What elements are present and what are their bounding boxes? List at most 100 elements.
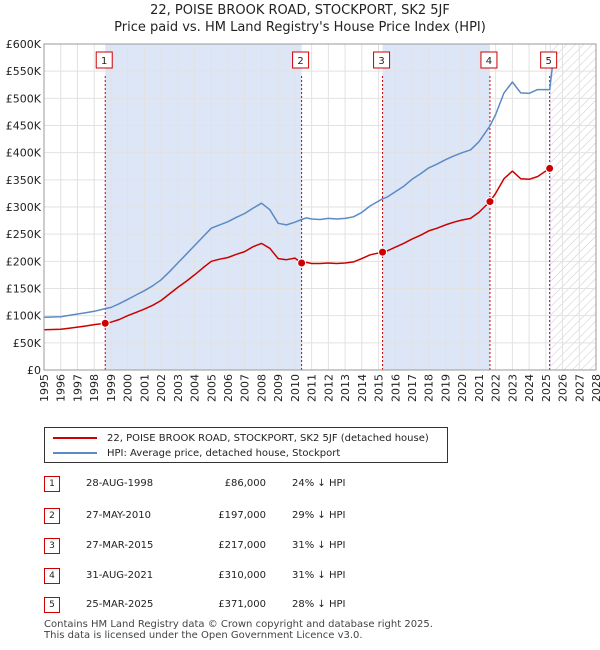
x-tick-label: 2028 xyxy=(590,374,600,402)
sale-marker-label: 1 xyxy=(101,56,107,67)
x-tick-label: 2018 xyxy=(423,374,436,402)
x-tick-label: 2014 xyxy=(356,374,369,402)
x-tick-label: 1999 xyxy=(105,374,118,402)
x-tick-label: 2023 xyxy=(506,374,519,402)
sale-price: £86,000 xyxy=(224,478,266,489)
sale-marker-label: 4 xyxy=(486,56,492,67)
sale-marker-label: 2 xyxy=(297,56,303,67)
x-tick-label: 2027 xyxy=(573,374,586,402)
x-tick-label: 2013 xyxy=(339,374,352,402)
x-tick-label: 2019 xyxy=(439,374,452,402)
x-tick-label: 2000 xyxy=(122,374,135,402)
x-tick-label: 2016 xyxy=(389,374,402,402)
y-tick-label: £500K xyxy=(6,92,42,105)
legend-label-property: 22, POISE BROOK ROAD, STOCKPORT, SK2 5JF… xyxy=(107,432,429,444)
sale-marker-box xyxy=(292,51,310,69)
y-tick-label: £300K xyxy=(6,201,42,214)
sale-marker-box xyxy=(95,51,113,69)
footer-attribution: Contains HM Land Registry data © Crown c… xyxy=(44,619,433,641)
sale-point xyxy=(485,197,495,207)
y-tick-label: £250K xyxy=(6,228,42,241)
x-tick-label: 2004 xyxy=(189,374,202,402)
x-tick-label: 2008 xyxy=(255,374,268,402)
hpi-series-line xyxy=(43,65,554,319)
y-tick-label: £600K xyxy=(6,38,42,51)
chart-subtitle: Price paid vs. HM Land Registry's House … xyxy=(114,20,486,35)
sale-date: 28-AUG-1998 xyxy=(86,478,154,489)
y-tick-label: £350K xyxy=(6,174,42,187)
x-tick-label: 2012 xyxy=(322,374,335,402)
x-tick-label: 1998 xyxy=(88,374,101,402)
x-tick-label: 2020 xyxy=(456,374,469,402)
sale-number-badge: 1 xyxy=(44,476,60,492)
x-tick-label: 2021 xyxy=(473,374,486,402)
sale-marker-label: 5 xyxy=(545,56,551,67)
x-tick-label: 2025 xyxy=(540,374,553,402)
sale-number-badge: 4 xyxy=(44,568,60,584)
sale-date: 25-MAR-2025 xyxy=(86,599,154,610)
x-tick-label: 2009 xyxy=(272,374,285,402)
sale-point xyxy=(545,163,555,173)
sale-date: 31-AUG-2021 xyxy=(86,570,154,581)
x-tick-label: 1997 xyxy=(71,374,84,402)
x-tick-label: 2005 xyxy=(205,374,218,402)
x-tick-label: 2002 xyxy=(155,374,168,402)
footer-license: This data is licensed under the Open Gov… xyxy=(44,630,363,641)
sale-row: 3 27-MAR-2015 £217,000 31% ↓ HPI xyxy=(0,536,600,556)
y-tick-label: £400K xyxy=(6,147,42,160)
sale-date: 27-MAR-2015 xyxy=(86,540,154,551)
legend-label-hpi: HPI: Average price, detached house, Stoc… xyxy=(107,447,341,459)
footer-copyright: Contains HM Land Registry data © Crown c… xyxy=(44,619,433,630)
x-tick-label: 2015 xyxy=(373,374,386,402)
x-tick-label: 2022 xyxy=(490,374,503,402)
sale-hpi-diff: 29% ↓ HPI xyxy=(292,510,346,521)
sale-row: 4 31-AUG-2021 £310,000 31% ↓ HPI xyxy=(0,566,600,586)
x-tick-label: 2011 xyxy=(306,374,319,402)
sale-number-badge: 5 xyxy=(44,597,60,613)
sale-row: 2 27-MAY-2010 £197,000 29% ↓ HPI xyxy=(0,506,600,526)
x-tick-label: 2026 xyxy=(557,374,570,402)
price-chart: £0 £50K £100K £150K £200K £250K £300K £350K £400… xyxy=(6,38,600,402)
legend-swatch-property xyxy=(53,437,97,439)
sale-row: 5 25-MAR-2025 £371,000 28% ↓ HPI xyxy=(0,595,600,615)
sale-hpi-diff: 31% ↓ HPI xyxy=(292,570,346,581)
sale-row: 1 28-AUG-1998 £86,000 24% ↓ HPI xyxy=(0,474,600,494)
sale-point xyxy=(100,318,110,328)
sale-marker-label: 3 xyxy=(378,56,384,67)
sale-price: £371,000 xyxy=(218,599,266,610)
y-tick-label: £0 xyxy=(27,364,41,377)
sale-price: £310,000 xyxy=(218,570,266,581)
legend-item-hpi: HPI: Average price, detached house, Stoc… xyxy=(53,446,340,460)
y-tick-label: £50K xyxy=(13,337,42,350)
y-tick-label: £100K xyxy=(6,310,42,323)
x-tick-label: 2007 xyxy=(239,374,252,402)
chart-title: 22, POISE BROOK ROAD, STOCKPORT, SK2 5JF xyxy=(150,3,450,18)
x-tick-label: 2017 xyxy=(406,374,419,402)
x-tick-label: 2001 xyxy=(138,374,151,402)
sale-hpi-diff: 28% ↓ HPI xyxy=(292,599,346,610)
y-tick-label: £550K xyxy=(6,65,42,78)
sale-point xyxy=(378,247,388,257)
legend-swatch-hpi xyxy=(53,452,97,454)
sale-marker-box xyxy=(480,51,498,69)
sale-number-badge: 2 xyxy=(44,508,60,524)
legend-item-property: 22, POISE BROOK ROAD, STOCKPORT, SK2 5JF… xyxy=(53,431,429,445)
sale-date: 27-MAY-2010 xyxy=(86,510,152,521)
x-tick-label: 2003 xyxy=(172,374,185,402)
sale-hpi-diff: 24% ↓ HPI xyxy=(292,478,346,489)
x-tick-label: 2006 xyxy=(222,374,235,402)
sale-marker-box xyxy=(373,51,391,69)
plot-border xyxy=(43,43,597,371)
sale-hpi-diff: 31% ↓ HPI xyxy=(292,540,346,551)
sale-price: £217,000 xyxy=(218,540,266,551)
sale-marker-box xyxy=(540,51,558,69)
x-tick-label: 2010 xyxy=(289,374,302,402)
x-tick-label: 2024 xyxy=(523,374,536,402)
chart-legend: 22, POISE BROOK ROAD, STOCKPORT, SK2 5JF… xyxy=(44,427,448,463)
sale-price: £197,000 xyxy=(218,510,266,521)
y-tick-label: £450K xyxy=(6,120,42,133)
x-tick-label: 1996 xyxy=(55,374,68,402)
x-tick-label: 1995 xyxy=(38,374,51,402)
sale-point xyxy=(297,258,307,268)
